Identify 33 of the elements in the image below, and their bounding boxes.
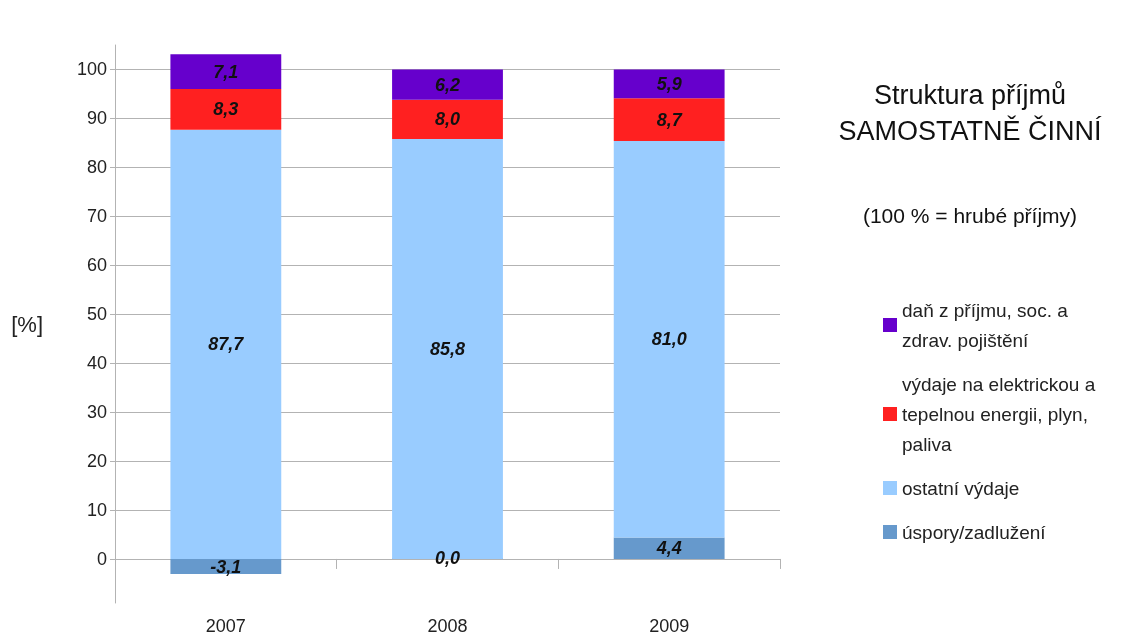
y-tick-label: 20 (86, 451, 107, 472)
data-label: 5,9 (656, 73, 682, 94)
data-label: 8,0 (434, 109, 461, 130)
text: (100 % = hrubé příjmy) (862, 204, 1078, 227)
data-label: 4,4 (655, 538, 682, 559)
y-tick-label: 70 (86, 206, 107, 227)
y-tick-label: 60 (86, 255, 107, 276)
legend-label: ostatní výdaje (902, 477, 1020, 499)
data-label: 6,2 (434, 74, 461, 95)
data-label: 8,3 (213, 99, 239, 120)
legend-label: daň z příjmu, soc. a zdrav. pojištění (902, 299, 1074, 351)
data-label: 0,0 (434, 548, 461, 569)
x-tick-label: 2009 (649, 616, 690, 635)
data-label: 87,7 (208, 334, 245, 355)
data-label: 81,0 (651, 329, 687, 350)
data-label: -3,1 (210, 556, 242, 577)
y-tick-label: 40 (86, 353, 107, 374)
y-axis-title: [%] (11, 311, 43, 337)
y-tick-label: 50 (86, 304, 107, 325)
y-tick-label: 100 (76, 59, 107, 80)
x-tick-label: 2007 (205, 616, 246, 635)
y-tick-label: 10 (86, 500, 107, 520)
y-tick-label: 80 (86, 157, 107, 178)
data-label: 8,7 (656, 109, 683, 130)
y-tick-label: 30 (86, 402, 107, 423)
data-label: 85,8 (429, 338, 466, 359)
text: Struktura příjmů SAMOSTATNĚ ČINNÍ (838, 80, 1102, 146)
legend-label: výdaje na elektrickou a tepelnou energii, plyn, paliva (902, 373, 1101, 455)
data-label: 7,1 (213, 61, 239, 82)
y-tick-label: 0 (96, 548, 107, 569)
legend-label: úspory/zadlužení (902, 521, 1047, 543)
x-tick-label: 2008 (427, 616, 468, 635)
y-tick-label: 90 (86, 108, 107, 129)
